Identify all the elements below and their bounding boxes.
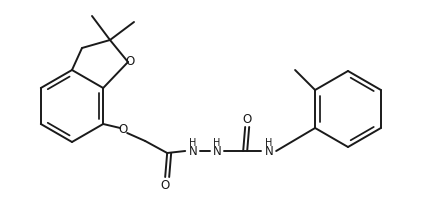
Text: O: O	[161, 178, 170, 192]
Text: N: N	[213, 144, 222, 158]
Text: N: N	[189, 144, 198, 158]
Text: H: H	[265, 138, 273, 148]
Text: O: O	[119, 122, 128, 135]
Text: O: O	[126, 55, 135, 67]
Text: O: O	[243, 113, 252, 125]
Text: H: H	[214, 138, 221, 148]
Text: H: H	[190, 138, 197, 148]
Text: N: N	[265, 144, 273, 158]
